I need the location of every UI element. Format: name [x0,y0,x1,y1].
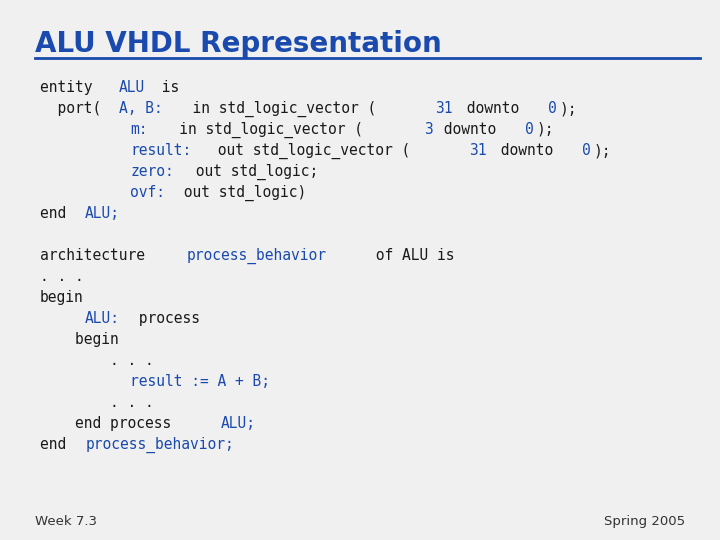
Text: of ALU is: of ALU is [367,248,455,263]
Text: 0: 0 [526,122,534,137]
Text: begin: begin [40,332,119,347]
Text: port(: port( [40,101,102,116]
Text: . . .: . . . [40,395,154,410]
Text: process: process [130,311,200,326]
Text: ALU;: ALU; [220,416,256,431]
Text: architecture: architecture [40,248,154,263]
Text: . . .: . . . [40,269,84,284]
Text: entity: entity [40,80,102,95]
Text: ALU:: ALU: [85,311,120,326]
Text: result := A + B;: result := A + B; [130,374,270,389]
Text: );: ); [537,122,554,137]
Text: m:: m: [130,122,148,137]
Text: end: end [40,206,75,221]
Text: zero:: zero: [130,164,174,179]
Text: ovf:: ovf: [130,185,166,200]
Text: 0: 0 [582,143,590,158]
Text: ALU VHDL Representation: ALU VHDL Representation [35,30,442,58]
Text: out std_logic;: out std_logic; [186,164,318,180]
Text: downto: downto [435,122,505,137]
Text: Spring 2005: Spring 2005 [604,515,685,528]
Text: Week 7.3: Week 7.3 [35,515,97,528]
Text: ALU: ALU [119,80,145,95]
Text: 31: 31 [435,101,453,116]
Text: process_behavior;: process_behavior; [85,437,234,453]
Text: out std_logic): out std_logic) [176,185,307,201]
Text: out std_logic_vector (: out std_logic_vector ( [210,143,410,159]
Text: downto: downto [492,143,562,158]
Text: in std_logic_vector (: in std_logic_vector ( [176,101,377,117]
Text: );: ); [593,143,611,158]
Text: 0: 0 [548,101,557,116]
Text: is: is [153,80,179,95]
Text: result:: result: [130,143,192,158]
Text: end: end [40,437,75,452]
Text: process_behavior: process_behavior [186,248,327,264]
Text: in std_logic_vector (: in std_logic_vector ( [153,122,363,138]
Text: 31: 31 [469,143,487,158]
Text: . . .: . . . [40,353,154,368]
Text: downto: downto [458,101,528,116]
Text: A, B:: A, B: [119,101,163,116]
Text: ALU;: ALU; [85,206,120,221]
Text: 3: 3 [424,122,433,137]
Text: );: ); [559,101,577,116]
Text: end process: end process [40,416,180,431]
Text: begin: begin [40,290,84,305]
